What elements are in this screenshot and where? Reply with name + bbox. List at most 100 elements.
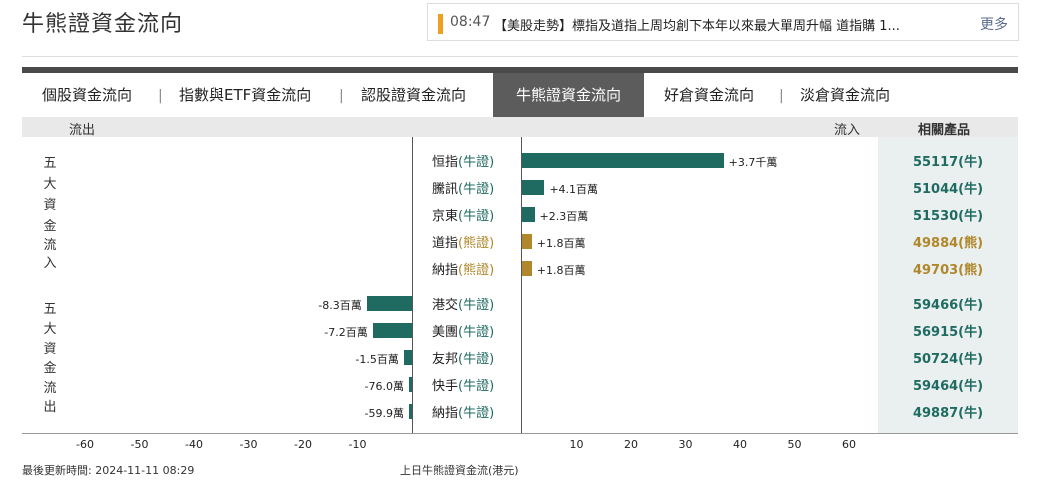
flow-bar[interactable] <box>522 180 545 195</box>
inflow-header: 流入 <box>834 123 861 138</box>
cbbc-type: (牛證) <box>458 155 495 170</box>
table-header: 流出 流入 相關產品 <box>22 117 1018 138</box>
cbbc-type: (牛證) <box>458 379 495 394</box>
asset-name: 港交 <box>432 298 459 313</box>
cbbc-type: (牛證) <box>458 209 495 224</box>
tab-bar: 個股資金流向 | 指數與ETF資金流向 | 認股證資金流向 牛熊證資金流向 好倉… <box>22 73 1018 117</box>
related-product-link[interactable]: 59466(牛) <box>912 298 984 313</box>
row-asset-name: 納指(熊證) <box>432 259 494 278</box>
related-product-link[interactable]: 49703(熊) <box>912 263 984 278</box>
x-tick-label: -30 <box>239 438 258 451</box>
row-asset-name: 友邦(牛證) <box>432 348 494 367</box>
flow-bar[interactable] <box>366 296 412 311</box>
tab-long-flow[interactable]: 好倉資金流向 <box>664 86 755 104</box>
row-asset-name: 恒指(牛證) <box>432 151 494 170</box>
cbbc-type: (牛證) <box>458 406 495 421</box>
flow-bar[interactable] <box>403 350 412 365</box>
asset-name: 快手 <box>432 379 459 394</box>
tab-separator: | <box>339 88 344 104</box>
x-tick-label: -60 <box>76 438 94 451</box>
center-label-column <box>412 137 522 433</box>
row-asset-name: 納指(牛證) <box>432 402 494 421</box>
last-updated: 最後更新時間: 2024-11-11 08:29 <box>22 464 195 477</box>
more-link[interactable]: 更多 <box>980 17 1008 33</box>
tab-index-etf-flow[interactable]: 指數與ETF資金流向 <box>179 86 312 104</box>
group-label-char: 資 <box>43 342 57 357</box>
related-product-link[interactable]: 49884(熊) <box>912 236 984 251</box>
flow-value-label: -8.3百萬 <box>318 299 362 312</box>
asset-name: 騰訊 <box>432 182 459 197</box>
flow-value-label: -1.5百萬 <box>355 353 399 366</box>
x-tick-label: -40 <box>185 438 203 451</box>
group-label-char: 金 <box>43 361 57 376</box>
related-product-link[interactable]: 55117(牛) <box>912 155 984 170</box>
products-header: 相關產品 <box>918 123 971 138</box>
row-asset-name: 騰訊(牛證) <box>432 178 494 197</box>
asset-name: 納指 <box>432 263 459 278</box>
flow-bar[interactable] <box>522 261 532 276</box>
asset-name: 道指 <box>432 236 459 251</box>
group-label-char: 入 <box>43 256 57 271</box>
flow-bar[interactable] <box>409 404 412 419</box>
asset-name: 恒指 <box>432 155 459 170</box>
group-label-char: 資 <box>43 198 57 213</box>
x-tick-label: 30 <box>678 438 693 451</box>
flow-bar[interactable] <box>522 207 535 222</box>
tab-warrant-flow[interactable]: 認股證資金流向 <box>361 86 467 104</box>
related-product-link[interactable]: 50724(牛) <box>912 352 984 367</box>
flow-bar[interactable] <box>522 234 532 249</box>
tab-cbbc-flow[interactable]: 牛熊證資金流向 <box>493 73 644 117</box>
flow-value-label: +2.3百萬 <box>539 210 589 223</box>
ticker-headline[interactable]: 【美股走勢】標指及道指上周均創下本年以來最大單周升幅 道指購 1... <box>494 19 900 34</box>
related-product-link[interactable]: 51530(牛) <box>912 209 984 224</box>
asset-name: 納指 <box>432 406 459 421</box>
ticker-marker <box>438 14 443 34</box>
group-label-char: 大 <box>43 322 57 337</box>
x-tick-label: -20 <box>294 438 312 451</box>
chart-area <box>22 137 1018 434</box>
x-tick-label: 60 <box>842 438 856 451</box>
row-asset-name: 港交(牛證) <box>432 294 494 313</box>
related-product-link[interactable]: 51044(牛) <box>912 182 984 197</box>
group-label-char: 出 <box>43 400 57 415</box>
cbbc-type: (牛證) <box>458 182 495 197</box>
row-asset-name: 美團(牛證) <box>432 321 494 340</box>
tab-separator: | <box>779 88 784 104</box>
related-product-link[interactable]: 56915(牛) <box>912 325 984 340</box>
outflow-header: 流出 <box>69 123 96 138</box>
tab-bar-top-rule <box>22 67 1018 73</box>
group-label-char: 大 <box>43 177 57 192</box>
x-tick-label: -10 <box>348 438 367 451</box>
x-tick-label: 50 <box>787 438 802 451</box>
group-label-char: 金 <box>43 219 57 234</box>
related-product-link[interactable]: 49887(牛) <box>912 406 984 421</box>
asset-name: 友邦 <box>432 352 459 367</box>
flow-value-label: +3.7千萬 <box>728 156 778 169</box>
flow-bar[interactable] <box>372 323 412 338</box>
products-column <box>878 137 1018 433</box>
related-product-link[interactable]: 59464(牛) <box>912 379 984 394</box>
x-axis-title: 上日牛熊證資金流(港元) <box>400 464 519 477</box>
flow-value-label: -7.2百萬 <box>324 326 368 339</box>
page-title: 牛熊證資金流向 <box>22 12 184 37</box>
flow-value-label: -59.9萬 <box>364 407 404 420</box>
flow-value-label: +4.1百萬 <box>549 183 599 196</box>
group-label-char: 流 <box>43 238 57 253</box>
flow-value-label: +1.8百萬 <box>536 264 586 277</box>
tab-short-flow[interactable]: 淡倉資金流向 <box>800 86 891 104</box>
asset-name: 京東 <box>432 209 459 224</box>
x-tick-label: -50 <box>130 438 149 451</box>
cbbc-type: (牛證) <box>458 352 495 367</box>
title-divider <box>22 56 1018 57</box>
row-asset-name: 道指(熊證) <box>432 232 494 251</box>
group-label-char: 五 <box>43 302 57 317</box>
x-tick-label: 10 <box>569 438 584 451</box>
flow-value-label: +1.8百萬 <box>536 237 586 250</box>
tab-stock-flow[interactable]: 個股資金流向 <box>42 86 133 104</box>
row-asset-name: 快手(牛證) <box>432 375 494 394</box>
flow-bar[interactable] <box>409 377 412 392</box>
tab-separator: | <box>158 88 163 104</box>
news-ticker[interactable]: 08:47 【美股走勢】標指及道指上周均創下本年以來最大單周升幅 道指購 1..… <box>427 3 1019 41</box>
flow-bar[interactable] <box>522 153 724 168</box>
x-tick-label: 20 <box>624 438 638 451</box>
